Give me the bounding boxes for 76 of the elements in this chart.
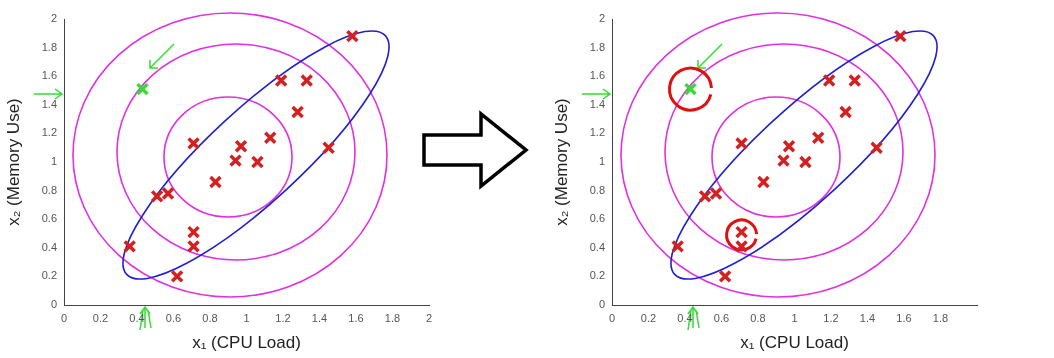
y-tick-label: 0.2 (41, 269, 57, 282)
point (161, 186, 175, 201)
x-tick-label: 1.6 (896, 311, 912, 324)
point (186, 136, 201, 151)
x-tick-label: 0.6 (713, 311, 730, 324)
y-tick-label: 0 (598, 298, 605, 311)
y-tick-label: 1.4 (41, 97, 57, 110)
x-tick-label: 0 (60, 311, 68, 324)
y-tick-label: 1.6 (41, 69, 57, 82)
point (228, 153, 243, 168)
point (893, 29, 908, 43)
point (321, 141, 336, 155)
y-tick-label: 1.8 (589, 40, 605, 53)
x-tick-label: 0.8 (202, 311, 218, 324)
y-tick-label: 0.4 (589, 240, 605, 253)
y-tick-label: 1.2 (589, 126, 605, 139)
point (776, 153, 791, 168)
point (698, 189, 712, 204)
y-tick-label: 2 (598, 12, 605, 25)
point (300, 73, 314, 88)
point (274, 73, 288, 88)
x-axis-title: x₁ (CPU Load) (192, 333, 301, 353)
x-tick-label: 1.2 (275, 311, 291, 324)
point (290, 105, 305, 119)
y-tick-label: 0.8 (41, 183, 57, 196)
y-axis-title: x₂ (Memory Use) (551, 98, 571, 226)
point (734, 136, 749, 151)
y-tick-label: 0.4 (41, 240, 57, 253)
y-tick-label: 0 (50, 298, 57, 311)
x-tick-label: 2 (425, 311, 433, 324)
y-tick-label: 1 (598, 155, 605, 168)
x-tick-label: 1.8 (384, 311, 401, 324)
point (250, 155, 265, 169)
point (869, 141, 884, 155)
x-axis-title: x₁ (CPU Load) (740, 333, 849, 353)
y-tick-label: 1 (50, 155, 57, 168)
x-tick-label: 1.6 (348, 311, 364, 324)
x-tick-label: 1 (243, 311, 250, 324)
x-tick-label: 1 (791, 311, 798, 324)
point (782, 139, 796, 153)
point (263, 130, 277, 145)
point (798, 155, 813, 169)
y-tick-label: 0.8 (589, 183, 605, 196)
y-tick-label: 0.6 (589, 212, 605, 225)
point (123, 239, 137, 254)
x-tick-label: 1.4 (311, 311, 328, 324)
point (811, 130, 825, 145)
point (838, 105, 853, 119)
x-tick-label: 0.2 (640, 311, 657, 324)
point (671, 239, 685, 254)
point (756, 175, 771, 189)
y-axis-title: x₂ (Memory Use) (3, 98, 23, 226)
x-tick-label: 1.4 (859, 311, 876, 324)
y-tick-label: 0.2 (589, 269, 605, 282)
point (150, 189, 164, 204)
point (822, 73, 836, 88)
x-tick-label: 0.6 (165, 311, 182, 324)
point (345, 29, 360, 43)
point (208, 175, 223, 189)
point (848, 73, 862, 88)
point (234, 139, 248, 153)
x-tick-label: 0.2 (92, 311, 109, 324)
y-tick-label: 1.8 (41, 40, 57, 53)
x-tick-label: 1.8 (932, 311, 949, 324)
point (718, 269, 732, 284)
y-tick-label: 0.6 (41, 212, 57, 225)
x-tick-label: 0 (608, 311, 616, 324)
y-tick-label: 2 (50, 12, 57, 25)
point (170, 269, 184, 284)
y-tick-label: 1.6 (589, 69, 605, 82)
y-tick-label: 1.4 (589, 97, 605, 110)
x-tick-label: 1.2 (823, 311, 839, 324)
y-tick-label: 1.2 (41, 126, 57, 139)
point (709, 186, 723, 201)
x-tick-label: 0.8 (750, 311, 766, 324)
point (135, 82, 150, 96)
